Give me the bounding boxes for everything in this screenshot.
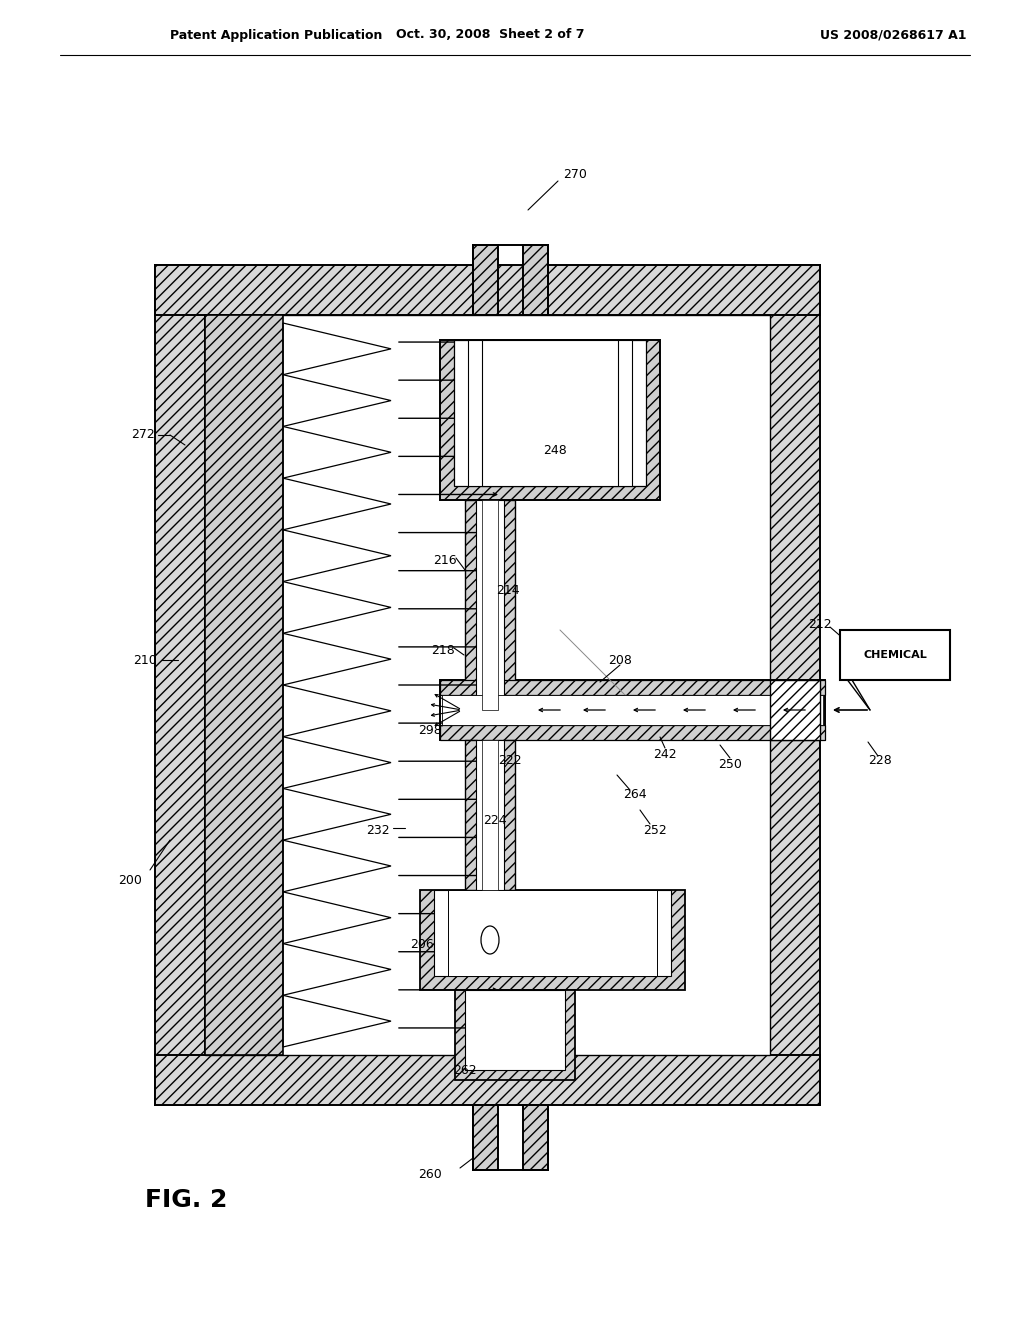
Bar bbox=[465, 741, 477, 890]
Bar bbox=[472, 246, 498, 315]
Bar bbox=[454, 341, 646, 486]
Bar bbox=[420, 890, 685, 990]
Text: FIG. 2: FIG. 2 bbox=[145, 1188, 227, 1212]
Text: 206: 206 bbox=[411, 939, 434, 952]
Bar bbox=[472, 1105, 498, 1170]
Bar bbox=[503, 741, 515, 890]
Text: US 2008/0268617 A1: US 2008/0268617 A1 bbox=[820, 29, 967, 41]
Text: 264: 264 bbox=[624, 788, 647, 801]
Text: 272: 272 bbox=[131, 429, 155, 441]
Text: 210: 210 bbox=[133, 653, 157, 667]
Bar bbox=[434, 890, 671, 975]
Bar bbox=[503, 500, 515, 710]
Bar bbox=[482, 741, 498, 890]
Ellipse shape bbox=[481, 927, 499, 954]
Text: 242: 242 bbox=[653, 748, 677, 762]
Bar bbox=[205, 315, 283, 1055]
Bar bbox=[522, 1105, 548, 1170]
Text: 252: 252 bbox=[643, 824, 667, 837]
Bar bbox=[840, 630, 950, 680]
Text: 228: 228 bbox=[868, 754, 892, 767]
Text: 248: 248 bbox=[543, 444, 567, 457]
Bar bbox=[440, 725, 825, 741]
Text: 224: 224 bbox=[483, 813, 507, 826]
Text: 222: 222 bbox=[499, 754, 522, 767]
Bar bbox=[440, 341, 660, 500]
Text: 260: 260 bbox=[418, 1168, 442, 1181]
Text: 270: 270 bbox=[563, 169, 587, 181]
Bar bbox=[155, 1055, 820, 1105]
Text: Patent Application Publication: Patent Application Publication bbox=[170, 29, 382, 41]
Text: CHEMICAL: CHEMICAL bbox=[863, 649, 927, 660]
Bar bbox=[472, 1105, 548, 1170]
Bar bbox=[770, 265, 820, 1105]
Bar bbox=[465, 500, 477, 710]
Bar bbox=[476, 500, 504, 710]
Bar bbox=[468, 341, 632, 486]
Text: 232: 232 bbox=[367, 824, 390, 837]
Bar bbox=[455, 990, 575, 1080]
Text: 212: 212 bbox=[808, 619, 831, 631]
Bar bbox=[440, 680, 825, 741]
Bar bbox=[522, 246, 548, 315]
Bar bbox=[476, 741, 504, 890]
Bar bbox=[155, 265, 820, 315]
Text: 200: 200 bbox=[118, 874, 142, 887]
Bar bbox=[770, 680, 820, 741]
Bar bbox=[465, 990, 565, 1071]
Text: 262: 262 bbox=[454, 1064, 477, 1077]
Text: 298: 298 bbox=[418, 723, 442, 737]
Bar bbox=[155, 265, 205, 1105]
Bar bbox=[482, 341, 618, 486]
Text: 250: 250 bbox=[718, 759, 742, 771]
Text: Oct. 30, 2008  Sheet 2 of 7: Oct. 30, 2008 Sheet 2 of 7 bbox=[395, 29, 585, 41]
Bar bbox=[442, 696, 823, 725]
Bar bbox=[449, 890, 657, 975]
Bar bbox=[440, 680, 825, 696]
Text: 208: 208 bbox=[608, 653, 632, 667]
Bar bbox=[472, 246, 548, 315]
Bar bbox=[482, 500, 498, 710]
Text: 216: 216 bbox=[433, 553, 457, 566]
Bar bbox=[205, 315, 770, 1055]
Text: 214: 214 bbox=[497, 583, 520, 597]
Text: 218: 218 bbox=[431, 644, 455, 656]
